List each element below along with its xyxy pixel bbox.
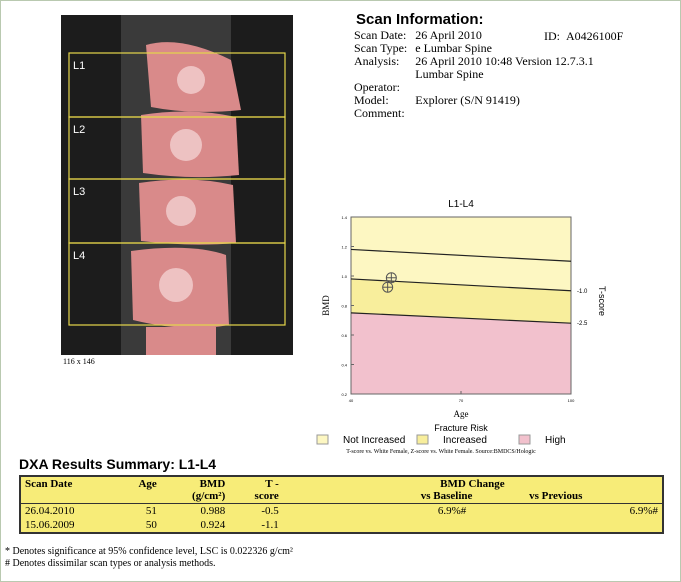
info-cell: Analysis:: [354, 55, 415, 68]
legend-label: High: [545, 435, 566, 446]
report: L1 L2 L3 L4 116 x 146 Scan Information: …: [0, 0, 681, 582]
reference-label: -2.5: [577, 321, 588, 327]
data-point: [383, 282, 393, 292]
cell: [283, 518, 471, 533]
legend-swatch: [317, 435, 328, 444]
chart-title: L1-L4: [448, 199, 474, 210]
y-tick-label: 0.8: [341, 304, 347, 309]
header: BMD(g/cm²): [161, 476, 229, 504]
cell: -0.5: [229, 504, 283, 519]
info-cell: Comment:: [354, 107, 415, 120]
header-text: BMD: [200, 478, 226, 490]
legend-title: Fracture Risk: [434, 423, 488, 433]
region-label: L2: [73, 124, 85, 136]
cell: 6.9%#: [283, 504, 471, 519]
x-tick-label: 100: [568, 398, 575, 403]
header: T -score: [229, 476, 283, 504]
y-tick-label: 0.4: [341, 363, 347, 368]
cell: 0.988: [161, 504, 229, 519]
footnote: # Denotes dissimilar scan types or analy…: [5, 558, 293, 570]
header-text: vs Previous: [472, 490, 582, 502]
cell: 6.9%#: [470, 504, 663, 519]
x-tick-label: 70: [459, 398, 464, 403]
cell: [470, 518, 663, 533]
chart-source: T-score vs. White Female, Z-score vs. Wh…: [346, 449, 536, 455]
header-text: T -: [265, 478, 279, 490]
header: Age: [117, 476, 161, 504]
results-title: DXA Results Summary: L1-L4: [19, 456, 216, 472]
footnotes: * Denotes significance at 95% confidence…: [5, 546, 293, 570]
reference-label: -1.0: [577, 289, 588, 295]
y-tick-label: 0.2: [341, 392, 347, 397]
scan-id: ID: A0426100F: [544, 29, 623, 44]
bmd-chart: L1-L4 1.4 1.2 1.0 0.8 0.6 0.4 0.240 70 100 -1.0 -2.…: [301, 191, 631, 456]
y-tick-label: 1.2: [341, 245, 347, 250]
y2-axis-label: T-score: [597, 286, 607, 316]
y-axis-label: BMD: [321, 295, 331, 316]
scan-caption: 116 x 146: [63, 357, 95, 365]
info-title: Scan Information:: [356, 11, 484, 28]
info-cell: Lumbar Spine: [415, 68, 601, 81]
y-tick-label: 1.4: [341, 215, 347, 220]
region-label: L3: [73, 186, 85, 198]
header: Scan Date: [20, 476, 117, 504]
header-text: vs Baseline: [362, 490, 472, 502]
cell: 0.924: [161, 518, 229, 533]
header-text: BMD Change: [440, 478, 504, 490]
info-cell: [415, 107, 601, 120]
cell: 51: [117, 504, 161, 519]
id-value: A0426100F: [566, 29, 623, 43]
footnote: * Denotes significance at 95% confidence…: [5, 546, 293, 558]
y-tick-label: 0.6: [341, 333, 347, 338]
cell: -1.1: [229, 518, 283, 533]
header-text: (g/cm²): [192, 490, 225, 502]
spine-scan: L1 L2 L3 L4 116 x 146: [61, 15, 293, 365]
data-point: [386, 273, 396, 283]
risk-region: [351, 313, 571, 394]
legend-swatch: [519, 435, 530, 444]
y-tick-label: 1.0: [341, 274, 347, 279]
region-label: L1: [73, 60, 85, 72]
x-tick-label: 40: [349, 398, 354, 403]
cell: 50: [117, 518, 161, 533]
legend-swatch: [417, 435, 428, 444]
x-axis-label: Age: [454, 409, 469, 419]
legend-label: Increased: [443, 435, 487, 446]
id-label: ID:: [544, 29, 560, 43]
cell: 15.06.2009: [20, 518, 117, 533]
cell: 26.04.2010: [20, 504, 117, 519]
header-text: score: [255, 490, 279, 502]
region-label: L4: [73, 250, 85, 262]
info-cell: Explorer (S/N 91419): [415, 94, 601, 107]
legend-label: Not Increased: [343, 435, 405, 446]
results-table: Scan Date Age BMD(g/cm²) T -score BMD Ch…: [19, 475, 664, 534]
